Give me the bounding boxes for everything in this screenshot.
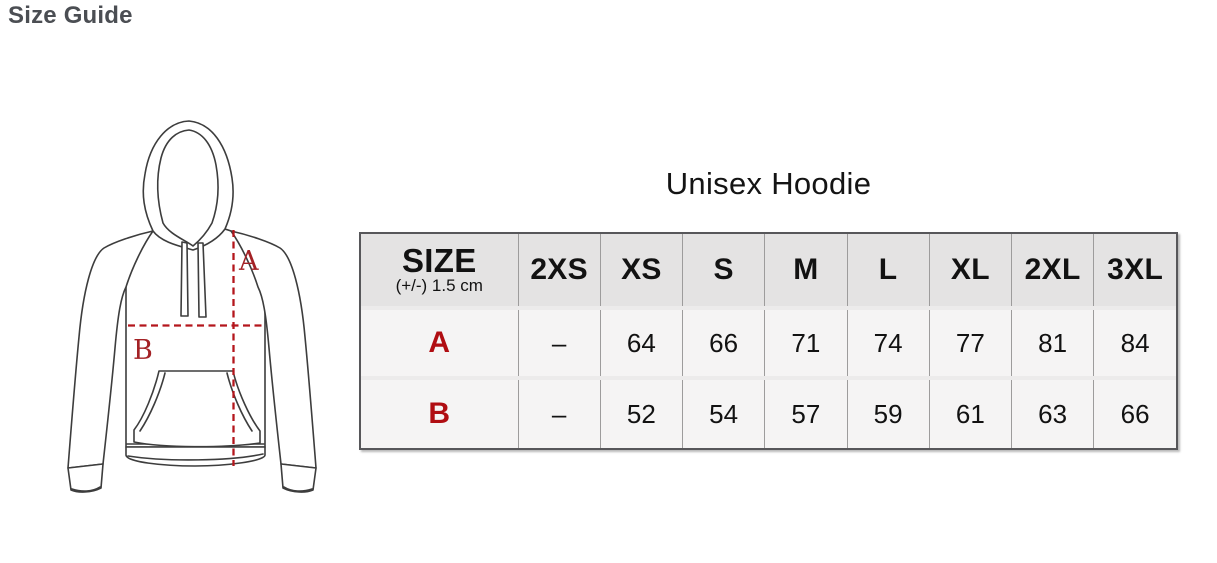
tolerance-note: (+/-) 1.5 cm	[395, 276, 483, 295]
size-column-3xl: 3XL	[1093, 234, 1176, 310]
page-title: Size Guide	[8, 2, 133, 29]
hoodie-pocket	[133, 370, 261, 448]
table-row-b: B – 52 54 57 59 61 63 66	[361, 378, 1176, 448]
size-column-m: M	[764, 234, 848, 310]
size-table-container: SIZE (+/-) 1.5 cm 2XS XS S M L XL 2XL 3X…	[359, 232, 1178, 450]
size-table-header-row: SIZE (+/-) 1.5 cm 2XS XS S M L XL 2XL 3X…	[361, 234, 1176, 310]
measurement-cell: 71	[764, 308, 848, 380]
measurement-label-b: B	[133, 335, 153, 366]
measurement-cell: 74	[847, 308, 930, 380]
size-column-l: L	[847, 234, 930, 310]
measurement-cell: 77	[929, 308, 1013, 380]
measurement-label-a: A	[238, 246, 259, 277]
measurement-cell: 66	[1093, 378, 1176, 448]
hoodie-drawstring-right	[197, 242, 207, 318]
hoodie-right-cuff	[280, 463, 317, 493]
measurement-cell: 61	[929, 378, 1013, 448]
hoodie-left-cuff	[67, 463, 104, 493]
size-table: SIZE (+/-) 1.5 cm 2XS XS S M L XL 2XL 3X…	[361, 234, 1176, 448]
hoodie-hood	[142, 120, 234, 251]
measurement-cell: 63	[1011, 378, 1095, 448]
size-column-2xs: 2XS	[518, 234, 601, 310]
size-header-label: SIZE	[401, 242, 477, 279]
measurement-cell: 52	[600, 378, 684, 448]
table-row-a: A – 64 66 71 74 77 81 84	[361, 308, 1176, 380]
hoodie-hem	[125, 446, 266, 467]
measurement-cell: –	[518, 308, 601, 380]
row-label-b: B	[361, 378, 519, 448]
measurement-cell: 54	[682, 378, 766, 448]
hoodie-drawstring-left	[180, 241, 189, 317]
product-title: Unisex Hoodie	[665, 166, 872, 201]
size-column-s: S	[682, 234, 766, 310]
size-column-xl: XL	[929, 234, 1013, 310]
size-header-cell: SIZE (+/-) 1.5 cm	[361, 234, 519, 310]
size-column-2xl: 2XL	[1011, 234, 1095, 310]
measurement-cell: 64	[600, 308, 684, 380]
row-label-a: A	[361, 308, 519, 380]
measurement-cell: 66	[682, 308, 766, 380]
hoodie-hood-inner	[157, 129, 219, 247]
measurement-cell: 84	[1093, 308, 1176, 380]
measurement-cell: 81	[1011, 308, 1095, 380]
measurement-cell: 57	[764, 378, 848, 448]
measurement-cell: –	[518, 378, 601, 448]
size-column-xs: XS	[600, 234, 684, 310]
hoodie-measurement-diagram: A B	[67, 120, 317, 493]
measurement-cell: 59	[847, 378, 930, 448]
